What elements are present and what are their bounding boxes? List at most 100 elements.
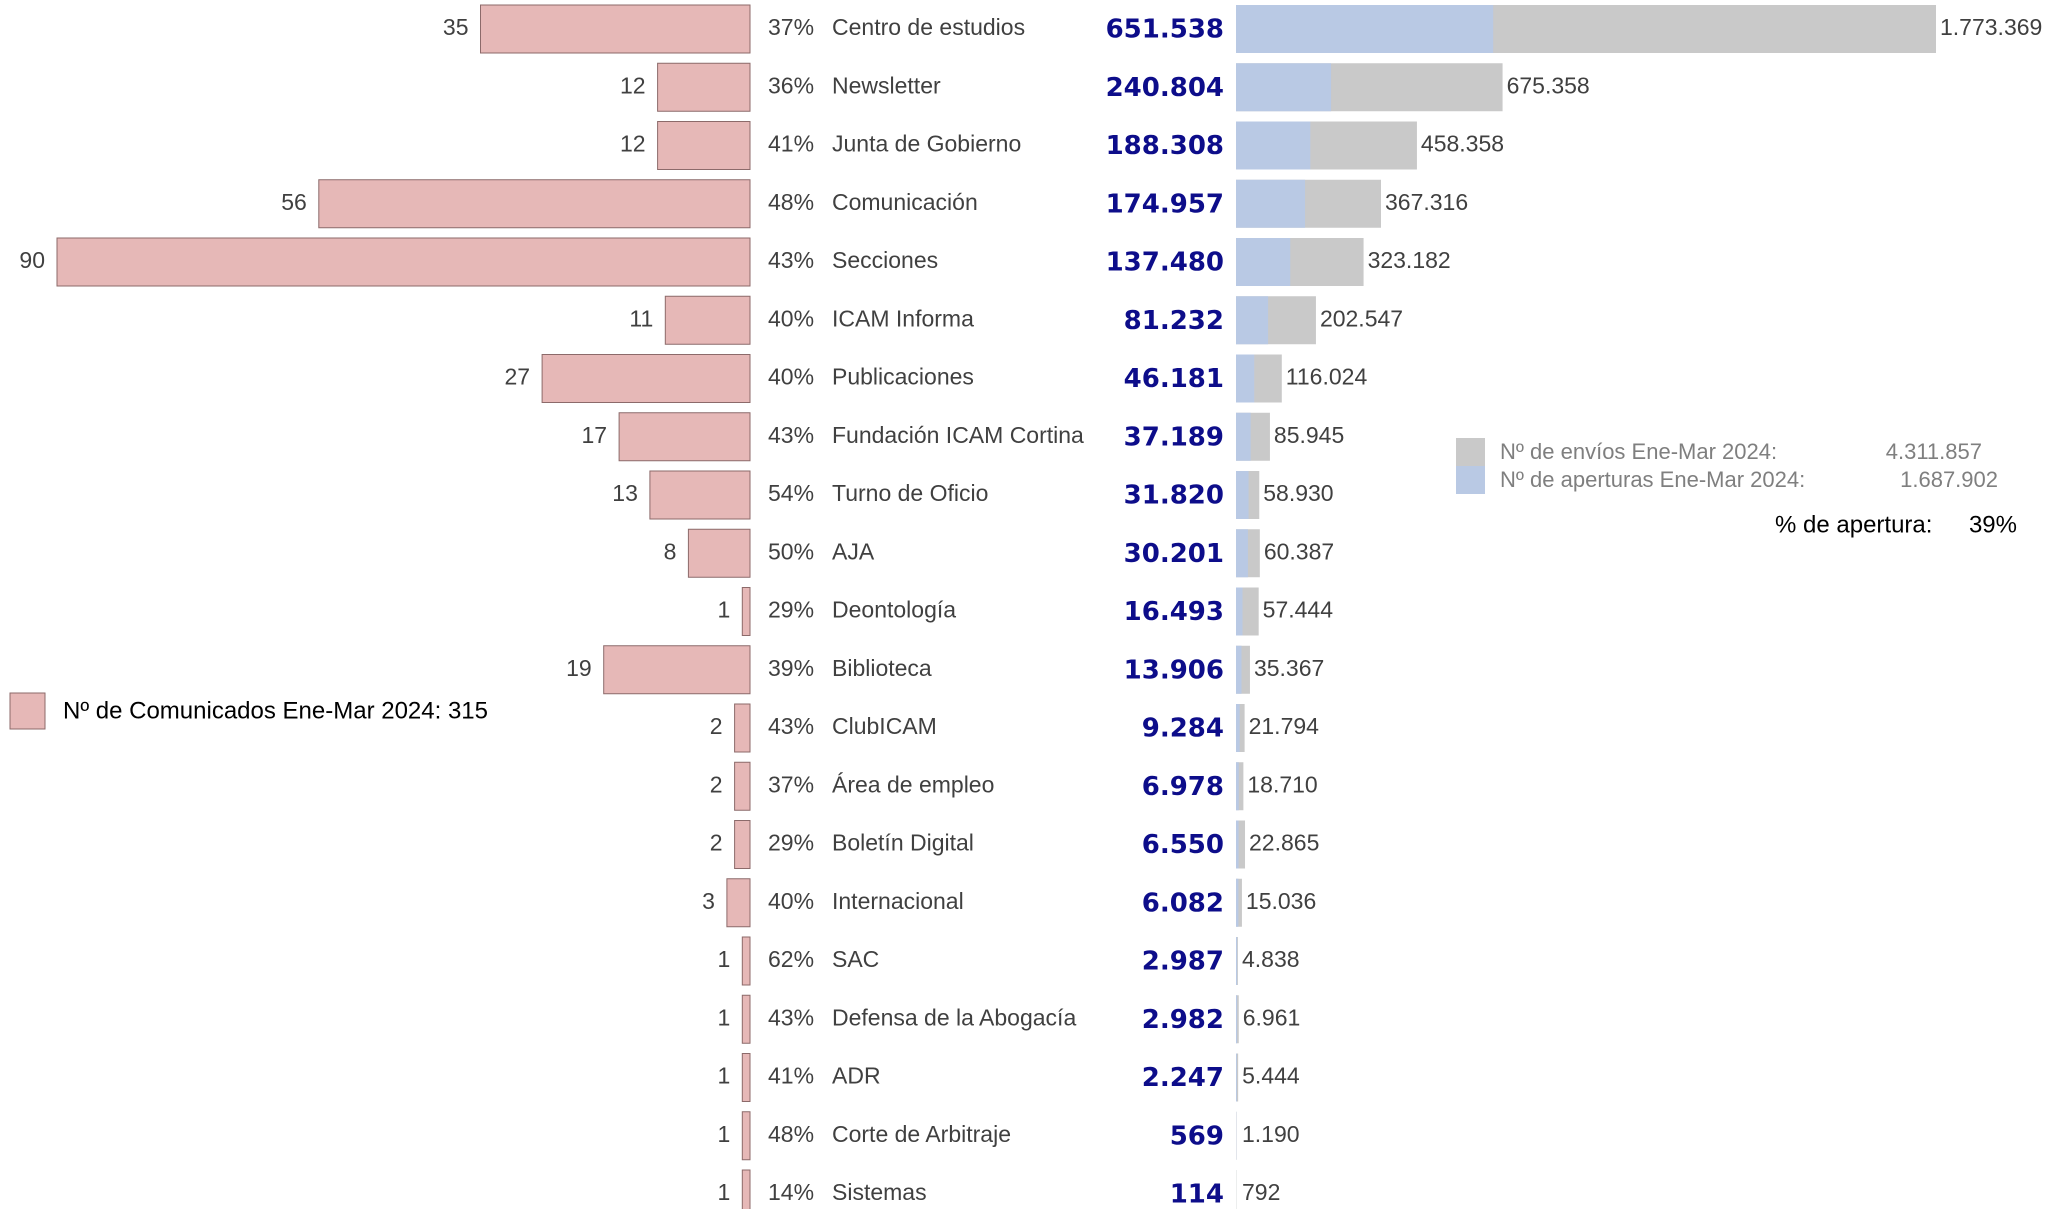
open-pct-label: 50% [768, 538, 814, 564]
count-label: 12 [620, 72, 646, 98]
count-bar [734, 761, 751, 811]
sends-bar [1236, 1053, 1239, 1102]
opens-label: 13.906 [1124, 655, 1224, 685]
sends-label: 1.190 [1242, 1121, 1300, 1147]
count-label: 1 [718, 1121, 731, 1147]
opens-bar [1236, 995, 1238, 1044]
category-label: SAC [832, 946, 879, 972]
open-pct-label: 29% [768, 597, 814, 623]
count-bar [657, 121, 751, 170]
opens-bar [1236, 412, 1251, 461]
sends-label: 35.367 [1254, 655, 1324, 681]
category-label: Sistemas [832, 1179, 927, 1205]
legend-total: 1.687.902 [1900, 467, 1998, 492]
count-bar [318, 179, 751, 229]
opens-bar [1236, 179, 1306, 228]
category-label: Fundación ICAM Cortina [832, 422, 1084, 448]
opens-label: 2.982 [1142, 1005, 1224, 1035]
count-bar [741, 1053, 751, 1102]
count-bar [603, 645, 751, 695]
open-pct-label: 43% [768, 247, 814, 273]
open-pct-label: 14% [768, 1179, 814, 1205]
opens-bar [1236, 762, 1239, 811]
opens-bar [1236, 296, 1269, 345]
category-label: Internacional [832, 888, 964, 914]
category-label: Comunicación [832, 189, 978, 215]
category-label: ICAM Informa [832, 305, 974, 331]
count-label: 27 [505, 364, 531, 390]
opens-label: 30.201 [1124, 539, 1224, 569]
category-label: Junta de Gobierno [832, 131, 1021, 157]
opens-bar [1236, 471, 1249, 519]
open-pct-label: 43% [768, 1004, 814, 1030]
count-bar [734, 703, 751, 753]
opens-label: 174.957 [1106, 189, 1224, 219]
open-rate-text: % de apertura: [1775, 511, 1932, 538]
legend-swatch [9, 692, 46, 730]
count-label: 35 [443, 14, 469, 40]
sends-label: 15.036 [1246, 888, 1316, 914]
opens-label: 569 [1170, 1121, 1224, 1151]
opens-label: 2.247 [1142, 1063, 1224, 1093]
opens-bar [1236, 5, 1494, 53]
opens-bar [1236, 354, 1255, 403]
opens-label: 114 [1170, 1180, 1224, 1209]
legend-label: Nº de aperturas Ene-Mar 2024: [1500, 467, 1805, 492]
legend-label: Nº de envíos Ene-Mar 2024: [1500, 439, 1777, 464]
sends-label: 57.444 [1263, 597, 1334, 623]
open-pct-label: 43% [768, 422, 814, 448]
category-label: Newsletter [832, 72, 941, 98]
category-label: Secciones [832, 247, 938, 273]
open-pct-label: 40% [768, 364, 814, 390]
count-label: 56 [281, 189, 307, 215]
category-label: ClubICAM [832, 713, 937, 739]
count-label: 1 [718, 1179, 731, 1205]
count-bar [664, 295, 751, 345]
open-pct-label: 54% [768, 480, 814, 506]
count-label: 2 [710, 830, 723, 856]
opens-label: 240.804 [1106, 73, 1224, 103]
legend-swatch [1456, 438, 1485, 466]
opens-label: 2.987 [1142, 947, 1224, 977]
count-bar [726, 878, 751, 928]
opens-label: 9.284 [1142, 714, 1224, 744]
opens-label: 188.308 [1106, 131, 1224, 161]
count-label: 1 [718, 597, 731, 623]
category-label: AJA [832, 538, 875, 564]
legend-label: Nº de Comunicados Ene-Mar 2024: 315 [63, 697, 488, 724]
count-label: 19 [566, 655, 592, 681]
count-label: 8 [664, 538, 677, 564]
count-label: 2 [710, 713, 723, 739]
sends-label: 18.710 [1247, 771, 1317, 797]
open-pct-label: 37% [768, 14, 814, 40]
sends-label: 458.358 [1421, 131, 1504, 157]
sends-bar [1236, 878, 1242, 927]
legend-swatch [1456, 466, 1485, 494]
opens-bar [1236, 1053, 1237, 1102]
category-label: Boletín Digital [832, 830, 974, 856]
open-pct-label: 43% [768, 713, 814, 739]
count-label: 90 [19, 247, 45, 273]
count-label: 11 [629, 305, 653, 331]
opens-label: 6.978 [1142, 772, 1224, 802]
count-bar [741, 994, 751, 1044]
opens-label: 81.232 [1124, 306, 1224, 336]
count-label: 17 [582, 422, 608, 448]
opens-label: 6.082 [1142, 888, 1224, 918]
open-pct-label: 39% [768, 655, 814, 681]
category-label: Deontología [832, 597, 956, 623]
category-label: Centro de estudios [832, 14, 1025, 40]
opens-label: 6.550 [1142, 830, 1224, 860]
open-pct-label: 37% [768, 771, 814, 797]
category-label: ADR [832, 1063, 881, 1089]
open-pct-label: 36% [768, 72, 814, 98]
sends-label: 675.358 [1507, 72, 1590, 98]
opens-label: 31.820 [1124, 481, 1224, 511]
count-bar [741, 936, 751, 986]
opens-bar [1236, 820, 1239, 869]
category-label: Corte de Arbitraje [832, 1121, 1011, 1147]
count-bar [618, 412, 751, 462]
opens-bar [1236, 704, 1240, 752]
count-label: 1 [718, 1004, 731, 1030]
